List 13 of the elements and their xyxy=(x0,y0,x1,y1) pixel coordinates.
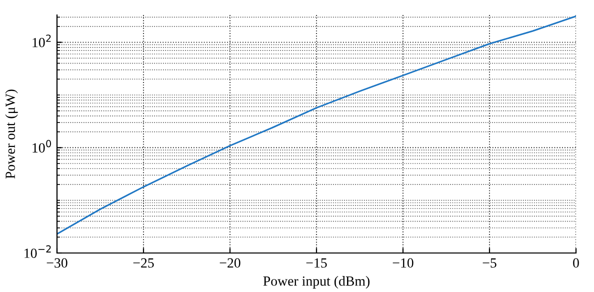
x-tick-label: −15 xyxy=(306,258,327,268)
y-axis-title: Power out (μW) xyxy=(5,90,18,179)
x-tick-label: −10 xyxy=(392,258,414,268)
x-tick-label: −30 xyxy=(46,258,68,268)
y-tick-label: 10$^{2}$ xyxy=(32,34,51,48)
x-tick-label: −25 xyxy=(133,258,154,268)
x-tick-label: −20 xyxy=(220,258,240,268)
y-tick-label: 10$^{0}$ xyxy=(32,140,52,153)
x-tick-label: 0 xyxy=(573,258,579,268)
x-axis-title: Power input (dBm) xyxy=(263,276,370,289)
x-tick-label: −5 xyxy=(482,258,496,268)
line-series xyxy=(57,15,576,235)
y-tick-label: 10$^{−2}$ xyxy=(24,245,51,258)
